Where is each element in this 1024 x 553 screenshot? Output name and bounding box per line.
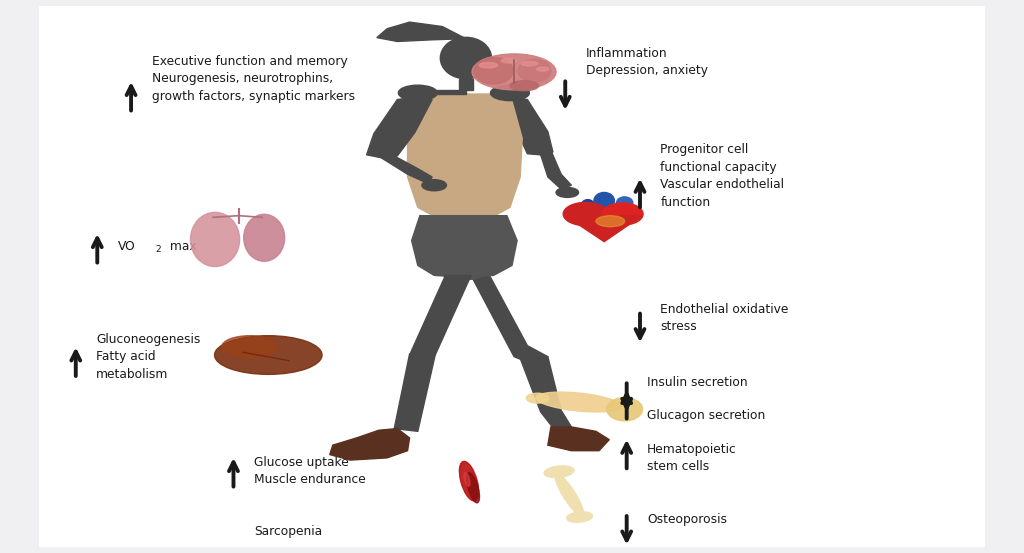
Polygon shape [459, 79, 473, 90]
Text: Sarcopenia: Sarcopenia [254, 525, 323, 539]
Polygon shape [565, 216, 642, 242]
Ellipse shape [190, 212, 240, 267]
Text: Gluconeogenesis
Fatty acid
metabolism: Gluconeogenesis Fatty acid metabolism [96, 333, 201, 380]
Ellipse shape [521, 61, 538, 66]
Ellipse shape [222, 336, 279, 358]
Ellipse shape [556, 187, 579, 197]
Ellipse shape [440, 38, 492, 79]
Text: Executive function and memory
Neurogenesis, neurotrophins,
growth factors, synap: Executive function and memory Neurogenes… [152, 55, 354, 102]
Polygon shape [548, 427, 609, 451]
Ellipse shape [544, 466, 574, 478]
Text: Insulin secretion: Insulin secretion [647, 376, 748, 389]
Polygon shape [377, 22, 466, 41]
Text: 2: 2 [156, 246, 161, 254]
FancyBboxPatch shape [39, 6, 985, 547]
Ellipse shape [460, 461, 478, 501]
Ellipse shape [536, 392, 622, 412]
Ellipse shape [602, 203, 643, 225]
Polygon shape [408, 94, 522, 222]
Ellipse shape [479, 62, 498, 68]
Ellipse shape [606, 398, 643, 421]
Polygon shape [520, 355, 571, 430]
Text: Glucose uptake
Muscle endurance: Glucose uptake Muscle endurance [254, 456, 366, 487]
Ellipse shape [526, 393, 549, 403]
Polygon shape [410, 275, 471, 355]
Text: Progenitor cell
functional capacity
Vascular endothelial
function: Progenitor cell functional capacity Vasc… [660, 143, 784, 208]
Ellipse shape [464, 473, 470, 486]
Ellipse shape [518, 59, 551, 82]
Ellipse shape [472, 54, 556, 90]
Ellipse shape [582, 200, 594, 210]
Text: Endothelial oxidative
stress: Endothelial oxidative stress [660, 302, 788, 333]
Ellipse shape [215, 336, 322, 374]
Polygon shape [466, 275, 548, 366]
Ellipse shape [422, 180, 446, 191]
Ellipse shape [442, 268, 483, 280]
Ellipse shape [563, 202, 608, 226]
Ellipse shape [555, 474, 584, 516]
Ellipse shape [467, 473, 479, 503]
Ellipse shape [502, 59, 516, 63]
Ellipse shape [474, 58, 513, 84]
Ellipse shape [596, 216, 625, 227]
Ellipse shape [490, 85, 529, 101]
Text: Osteoporosis: Osteoporosis [647, 513, 727, 526]
Text: max: max [166, 239, 197, 253]
Ellipse shape [616, 197, 633, 209]
Text: VO: VO [118, 239, 135, 253]
Polygon shape [412, 216, 517, 276]
Polygon shape [367, 97, 432, 158]
Polygon shape [394, 354, 435, 431]
Text: Inflammation
Depression, anxiety: Inflammation Depression, anxiety [586, 46, 708, 77]
Text: Glucagon secretion: Glucagon secretion [647, 409, 765, 422]
Ellipse shape [398, 85, 437, 101]
Ellipse shape [537, 67, 549, 71]
Ellipse shape [566, 512, 593, 522]
Polygon shape [494, 97, 553, 155]
Ellipse shape [244, 214, 285, 261]
Polygon shape [541, 150, 571, 189]
Polygon shape [330, 429, 410, 460]
Polygon shape [369, 150, 432, 184]
Text: Hematopoietic
stem cells: Hematopoietic stem cells [647, 442, 737, 473]
Ellipse shape [510, 81, 539, 91]
Ellipse shape [594, 192, 614, 209]
Polygon shape [415, 90, 466, 94]
